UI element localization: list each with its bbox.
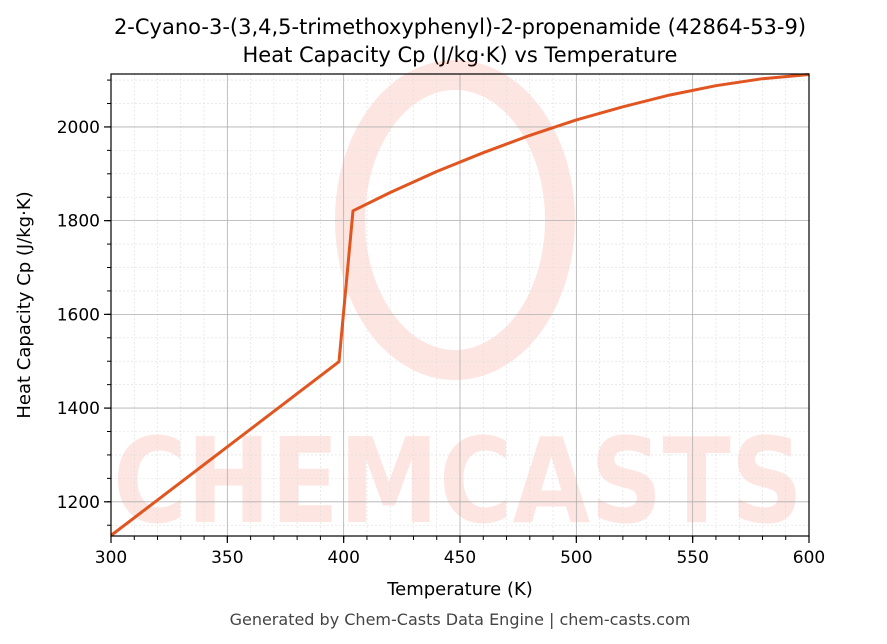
y-tick-label: 2000 — [57, 118, 100, 138]
chart-title: 2-Cyano-3-(3,4,5-trimethoxyphenyl)-2-pro… — [114, 15, 806, 39]
y-tick-label: 1600 — [57, 305, 100, 325]
cp-series-line — [110, 73, 810, 537]
x-tick-label: 500 — [560, 548, 592, 568]
watermark-text: CHEMCASTS — [113, 412, 803, 550]
y-tick-label: 1400 — [57, 399, 100, 419]
x-tick-label: 400 — [327, 548, 359, 568]
chart-subtitle: Heat Capacity Cp (J/kg·K) vs Temperature — [243, 43, 678, 67]
y-tick-label: 1800 — [57, 212, 100, 232]
footer-credit: Generated by Chem-Casts Data Engine | ch… — [230, 610, 691, 629]
x-tick-label: 350 — [211, 548, 243, 568]
x-tick-label: 450 — [444, 548, 476, 568]
y-axis-label: Heat Capacity Cp (J/kg·K) — [14, 191, 35, 418]
watermark: CHEMCASTS — [113, 60, 803, 550]
y-tick-label: 1200 — [57, 493, 100, 513]
x-tick-label: 550 — [676, 548, 708, 568]
x-tick-label: 600 — [793, 548, 825, 568]
x-axis-label: Temperature (K) — [386, 579, 533, 600]
x-tick-label: 300 — [95, 548, 127, 568]
